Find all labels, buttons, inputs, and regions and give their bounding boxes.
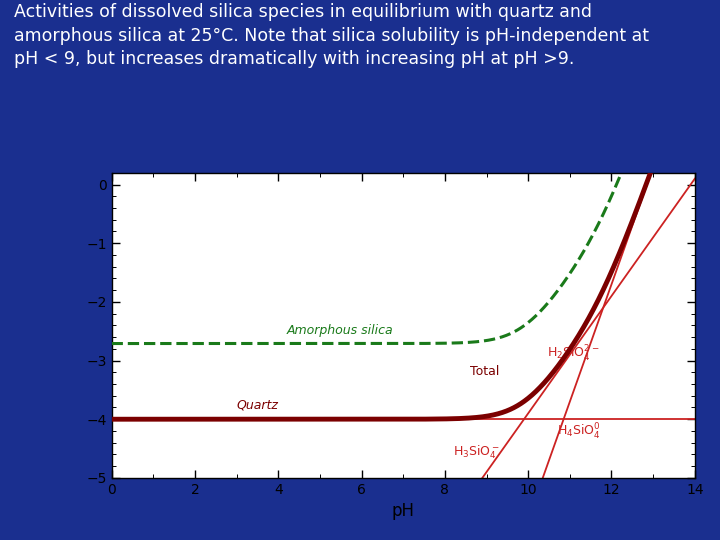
X-axis label: pH: pH <box>392 502 415 521</box>
Text: H$_4$SiO$_4^0$: H$_4$SiO$_4^0$ <box>557 422 601 442</box>
Text: Amorphous silica: Amorphous silica <box>287 324 393 337</box>
Text: Total: Total <box>470 365 499 378</box>
Text: H$_3$SiO$_4^-$: H$_3$SiO$_4^-$ <box>453 443 500 461</box>
Text: Activities of dissolved silica species in equilibrium with quartz and
amorphous : Activities of dissolved silica species i… <box>14 3 649 69</box>
Text: Quartz: Quartz <box>237 399 279 411</box>
Text: H$_2$SiO$_4^{2-}$: H$_2$SiO$_4^{2-}$ <box>547 344 599 364</box>
